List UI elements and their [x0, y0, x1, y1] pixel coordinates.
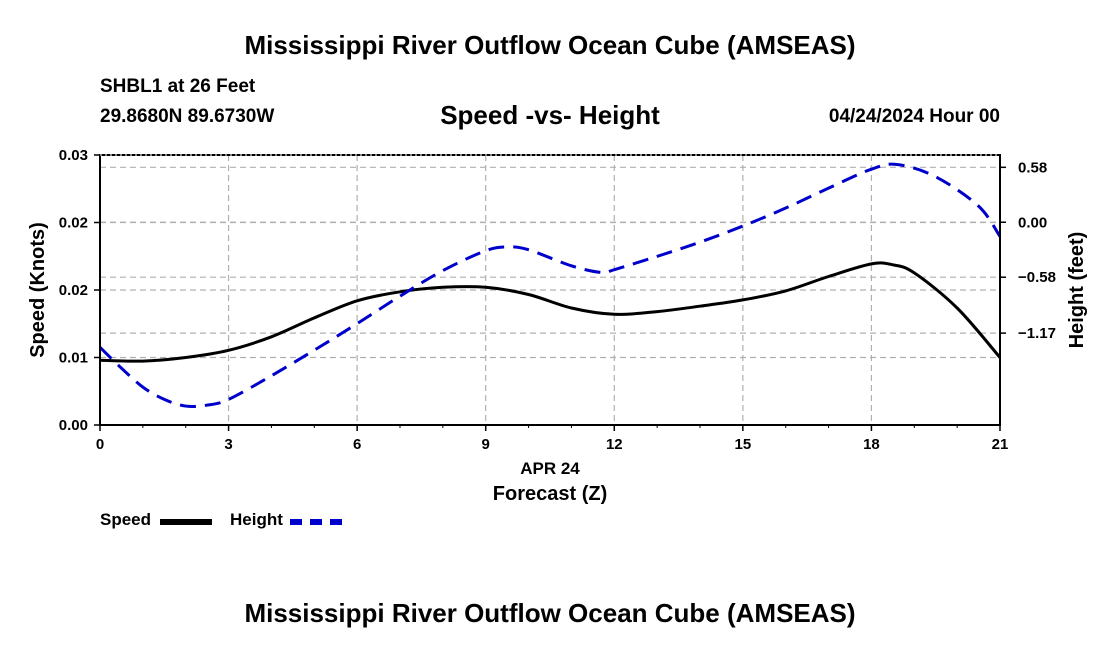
x-tick-label: 15: [735, 436, 752, 453]
x-axis-label: Forecast (Z): [493, 483, 607, 505]
station-label: SHBL1 at 26 Feet: [100, 76, 256, 97]
chart-title: Mississippi River Outflow Ocean Cube (AM…: [244, 30, 856, 60]
chart-subtitle: Speed -vs- Height: [440, 100, 660, 130]
grid: [100, 155, 1000, 425]
y2-axis-label: Height (feet): [1066, 232, 1088, 349]
series-line-height: [98, 162, 1002, 408]
x-tick-label: 21: [992, 436, 1009, 453]
series-layer: [98, 162, 1002, 408]
ticks: 0 3 6 9 12 15 18 21 0.00 0.01 0.02 0.02 0.03 0.58 0.00…: [59, 147, 1056, 453]
x-tick-label: 6: [353, 436, 361, 453]
y-tick-label: 0.02: [59, 282, 88, 299]
y-tick-label: 0.00: [59, 417, 88, 434]
legend-speed-label: Speed: [100, 510, 152, 529]
y-tick-label: 0.03: [59, 147, 88, 164]
series-line-speed: [99, 261, 1002, 363]
x-date-label: APR 24: [520, 459, 580, 478]
y2-tick-label: 0.00: [1018, 214, 1047, 231]
chart-title-repeat: Mississippi River Outflow Ocean Cube (AM…: [244, 598, 856, 628]
x-tick-label: 9: [482, 436, 490, 453]
forecast-date: 04/24/2024 Hour 00: [828, 106, 1000, 127]
x-tick-label: 0: [96, 436, 104, 453]
y2-tick-label: 0.58: [1018, 159, 1047, 176]
x-tick-label: 12: [606, 436, 623, 453]
legend-height-swatch: [290, 519, 342, 525]
y-axis-label: Speed (Knots): [27, 222, 49, 358]
coordinates-label: 29.8680N 89.6730W: [100, 106, 275, 127]
y-tick-label: 0.02: [59, 215, 88, 232]
y2-tick-label: −1.17: [1018, 325, 1056, 342]
y2-tick-label: −0.58: [1018, 269, 1056, 286]
y-tick-label: 0.01: [59, 350, 88, 367]
legend-height-label: Height: [230, 510, 283, 529]
x-tick-label: 18: [863, 436, 880, 453]
legend-speed-swatch: [160, 519, 212, 525]
x-tick-label: 3: [224, 436, 232, 453]
